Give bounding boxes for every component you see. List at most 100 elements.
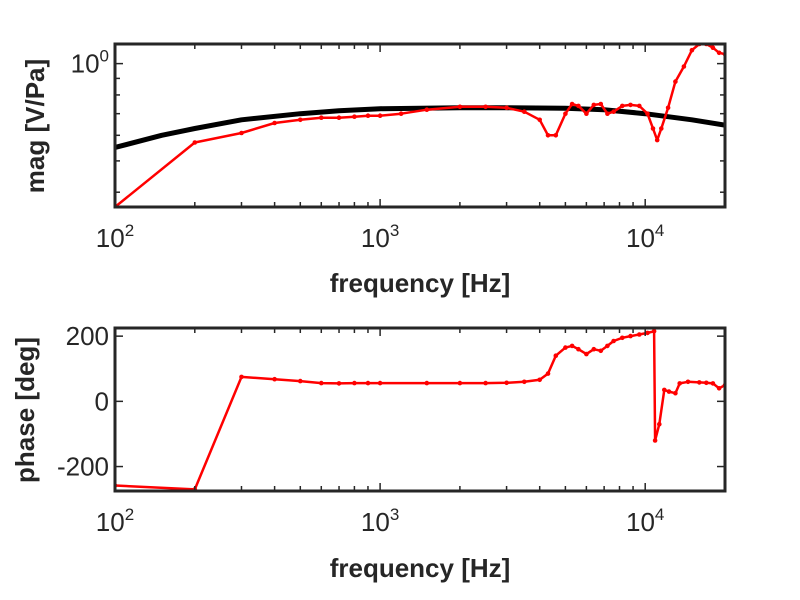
magnitude-measured-point (637, 103, 642, 109)
phase-measured-point (563, 345, 568, 350)
phase-measured-point (569, 343, 575, 349)
magnitude-measured-point (650, 126, 656, 131)
magnitude-measured-point (654, 137, 660, 143)
phase-measured-point (377, 380, 383, 386)
phase-measured-point (657, 421, 662, 427)
phase-measured-series-line (115, 330, 725, 491)
magnitude-measured-point (598, 101, 604, 107)
magnitude-measured-point (576, 103, 581, 109)
phase-x-tick-label: 104 (626, 505, 664, 537)
phase-subplot: 102 103 104 200 0 -200 frequency [Hz] phase [… (10, 321, 727, 583)
phase-axes-frame (113, 326, 727, 493)
phase-measured-point (598, 348, 604, 354)
magnitude-measured-point (545, 133, 551, 138)
magnitude-measured-point (710, 45, 716, 50)
magnitude-measured-point (522, 109, 527, 114)
phase-measured-point (272, 376, 277, 382)
phase-measured-point (522, 379, 527, 385)
phase-x-axis-label: frequency [Hz] (330, 553, 511, 583)
phase-measured-point (697, 380, 702, 385)
magnitude-measured-point (665, 105, 671, 111)
magnitude-measured-point (645, 111, 650, 116)
magnitude-measured-point (716, 50, 722, 56)
phase-measured-point (319, 380, 324, 386)
phase-measured-point (716, 386, 722, 391)
phase-measured-point (424, 380, 430, 386)
phase-measured-point (483, 380, 488, 386)
magnitude-ticks: 102 103 104 100 (71, 44, 726, 253)
phase-measured-point (628, 333, 633, 339)
phase-measured-point (677, 381, 682, 386)
magnitude-measured-point (659, 126, 664, 131)
phase-measured-point (545, 371, 551, 376)
phase-y-axis-label: phase [deg] (10, 337, 40, 483)
magnitude-x-tick-label: 102 (96, 221, 134, 253)
magnitude-measured-point (563, 111, 568, 116)
phase-ticks: 102 103 104 200 0 -200 (57, 321, 726, 537)
phase-measured-point (352, 380, 357, 386)
magnitude-measured-point (569, 101, 575, 107)
magnitude-x-axis-label: frequency [Hz] (330, 268, 511, 298)
phase-y-tick-label: -200 (57, 452, 109, 482)
magnitude-measured-point (483, 104, 488, 110)
phase-measured-point (620, 335, 625, 341)
magnitude-measured-point (239, 130, 244, 136)
phase-x-tick-label: 103 (361, 505, 399, 537)
phase-measured-point (704, 380, 709, 386)
magnitude-subplot: 102 103 104 100 frequency [Hz] mag [V/Pa] (20, 42, 727, 298)
magnitude-measured-point (537, 117, 542, 123)
phase-measured-point (576, 346, 581, 352)
magnitude-measured-point (681, 64, 687, 69)
phase-measured-point (239, 374, 244, 380)
magnitude-x-tick-label: 103 (361, 221, 399, 253)
phase-measured-point (298, 378, 303, 384)
phase-x-tick-label: 102 (96, 505, 134, 537)
magnitude-measured-point (298, 117, 303, 123)
phase-measured-point (365, 380, 371, 386)
magnitude-measured-point (352, 114, 357, 119)
magnitude-measured-point (584, 111, 589, 116)
phase-measured-point (666, 389, 672, 394)
phase-measured-point (662, 387, 667, 393)
phase-measured-point (673, 390, 678, 396)
phase-measured-point (611, 338, 616, 344)
magnitude-plot-area (115, 44, 725, 207)
magnitude-measured-point (628, 102, 633, 108)
phase-measured-point (651, 329, 657, 334)
magnitude-model-series-line (115, 105, 725, 150)
magnitude-measured-point (365, 113, 371, 118)
phase-y-tick-label: 0 (95, 386, 109, 416)
magnitude-measured-point (336, 115, 342, 120)
magnitude-measured-point (424, 107, 430, 112)
magnitude-measured-point (457, 104, 463, 110)
magnitude-measured-point (504, 105, 509, 111)
phase-plot-area (115, 329, 725, 491)
phase-measured-point (605, 343, 610, 349)
magnitude-y-axis-label: mag [V/Pa] (20, 59, 50, 193)
phase-measured-point (504, 380, 509, 386)
magnitude-axes-frame (113, 42, 727, 209)
phase-measured-point (652, 438, 658, 443)
magnitude-measured-point (377, 113, 383, 118)
phase-measured-point (336, 381, 342, 386)
phase-measured-point (710, 381, 716, 386)
magnitude-measured-point (319, 115, 324, 120)
phase-measured-point (591, 346, 597, 352)
magnitude-measured-point (553, 133, 559, 138)
phase-measured-point (553, 353, 559, 359)
magnitude-measured-point (272, 120, 277, 126)
phase-measured-point (645, 330, 650, 336)
phase-measured-point (537, 377, 542, 383)
phase-measured-point (584, 351, 589, 357)
magnitude-measured-point (605, 111, 610, 116)
magnitude-x-tick-label: 104 (626, 221, 664, 253)
magnitude-measured-point (673, 79, 678, 84)
phase-measured-point (685, 379, 691, 385)
magnitude-measured-point (689, 47, 695, 53)
magnitude-measured-point (398, 111, 404, 116)
magnitude-measured-point (611, 109, 616, 114)
magnitude-y-tick-label: 100 (71, 47, 109, 79)
phase-measured-point (637, 332, 642, 337)
magnitude-measured-point (192, 140, 198, 145)
